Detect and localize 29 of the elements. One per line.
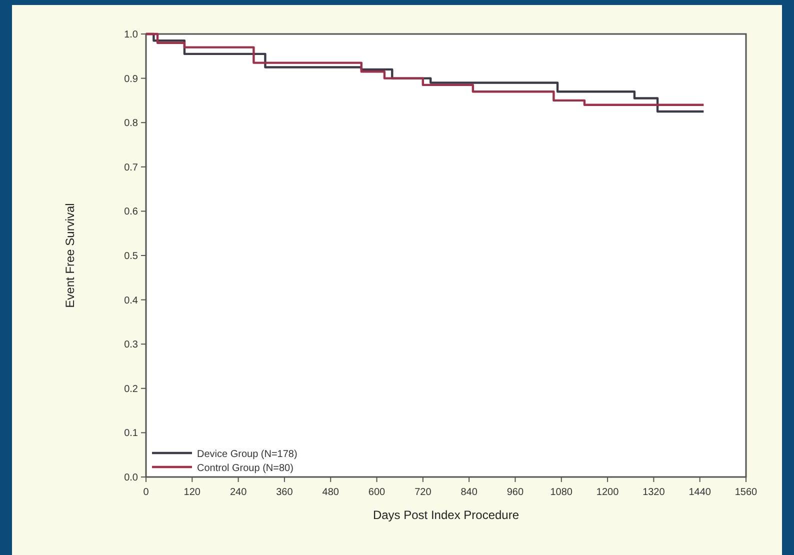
y-tick-label: 0.3 xyxy=(124,340,138,351)
y-tick-label: 0.8 xyxy=(124,118,138,130)
x-tick-label: 600 xyxy=(368,487,386,498)
x-tick-label: 1560 xyxy=(734,487,758,498)
x-tick-label: 960 xyxy=(506,487,524,498)
y-tick-label: 0.5 xyxy=(124,251,138,262)
y-tick-label: 0.4 xyxy=(124,295,138,306)
x-tick-label: 1440 xyxy=(688,487,712,498)
y-tick-label: 0.0 xyxy=(124,472,138,484)
x-tick-label: 0 xyxy=(143,487,150,498)
x-tick-label: 720 xyxy=(414,487,432,498)
y-tick-label: 0.9 xyxy=(124,74,138,85)
x-tick-label: 1200 xyxy=(596,487,620,498)
y-axis-title: Event Free Survival xyxy=(63,203,77,308)
x-axis-title: Days Post Index Procedure xyxy=(372,508,520,522)
x-tick-label: 1320 xyxy=(642,487,666,498)
y-tick-label: 0.7 xyxy=(124,162,138,174)
y-tick-label: 1.0 xyxy=(124,30,138,40)
y-tick-label: 0.2 xyxy=(124,384,138,395)
legend-label: Device Group (N=178) xyxy=(197,449,298,460)
x-tick-label: 480 xyxy=(322,487,340,498)
x-tick-label: 360 xyxy=(276,487,294,498)
x-tick-label: 120 xyxy=(184,487,201,498)
x-tick-label: 840 xyxy=(460,487,478,498)
y-tick-label: 0.6 xyxy=(124,206,138,218)
x-tick-label: 240 xyxy=(230,487,248,498)
x-tick-label: 1080 xyxy=(550,487,573,498)
legend-label: Control Group (N=80) xyxy=(197,463,294,474)
y-tick-label: 0.1 xyxy=(124,428,138,440)
